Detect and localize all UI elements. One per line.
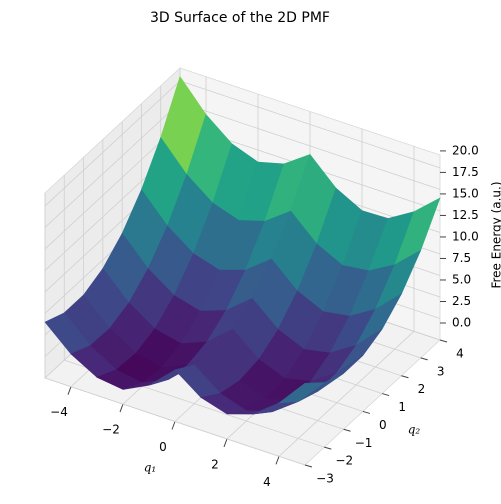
y-tick xyxy=(362,410,370,414)
y-tick-label: 4 xyxy=(456,347,464,361)
x-tick-label: −2 xyxy=(102,423,120,437)
y-tick-label: −1 xyxy=(355,436,373,450)
z-tick-label: 5.0 xyxy=(452,272,471,286)
grid-line xyxy=(44,377,306,466)
grid-line xyxy=(179,102,441,190)
x-tick xyxy=(223,438,228,448)
grid-line xyxy=(179,80,441,169)
y-tick-label: 1 xyxy=(398,400,406,414)
y-tick-label: −3 xyxy=(316,472,334,486)
z-tick-label: 0.0 xyxy=(452,316,471,330)
z-tick-label: 12.5 xyxy=(452,208,479,222)
y-tick xyxy=(304,464,313,468)
x-tick-label: 4 xyxy=(263,475,271,489)
chart-title: 3D Surface of the 2D PMF xyxy=(150,10,330,26)
grid-line xyxy=(44,80,181,207)
z-tick-label: 20.0 xyxy=(452,143,479,157)
y-tick xyxy=(401,375,409,379)
y-tick xyxy=(439,339,448,343)
grid-line xyxy=(278,331,415,457)
grid-line xyxy=(44,102,181,228)
x-axis-label: q₁ xyxy=(144,461,157,475)
x-tick xyxy=(171,421,176,430)
x-tick xyxy=(275,456,280,465)
x-tick xyxy=(119,403,124,413)
x-tick-label: −4 xyxy=(50,405,68,419)
y-tick-label: 0 xyxy=(379,418,387,432)
z-tick-label: 7.5 xyxy=(452,251,471,265)
y-tick-label: 3 xyxy=(437,364,445,378)
y-tick xyxy=(420,357,428,361)
grid-line xyxy=(44,123,181,250)
z-tick-label: 2.5 xyxy=(452,294,471,308)
y-tick xyxy=(382,393,390,397)
y-axis-label: q₂ xyxy=(408,423,421,437)
z-tick-label: 17.5 xyxy=(452,165,479,179)
z-axis-label: Free Energy (a.u.) xyxy=(490,181,501,288)
x-tick xyxy=(67,386,72,395)
y-tick xyxy=(343,428,351,432)
y-tick xyxy=(324,446,332,450)
y-tick-label: −2 xyxy=(335,454,353,468)
x-tick-label: 0 xyxy=(159,440,167,454)
y-tick-label: 2 xyxy=(418,382,426,396)
z-tick-label: 10.0 xyxy=(452,229,479,243)
x-tick-label: 2 xyxy=(211,457,219,471)
z-tick-label: 15.0 xyxy=(452,186,479,200)
surface-patch xyxy=(278,382,326,404)
